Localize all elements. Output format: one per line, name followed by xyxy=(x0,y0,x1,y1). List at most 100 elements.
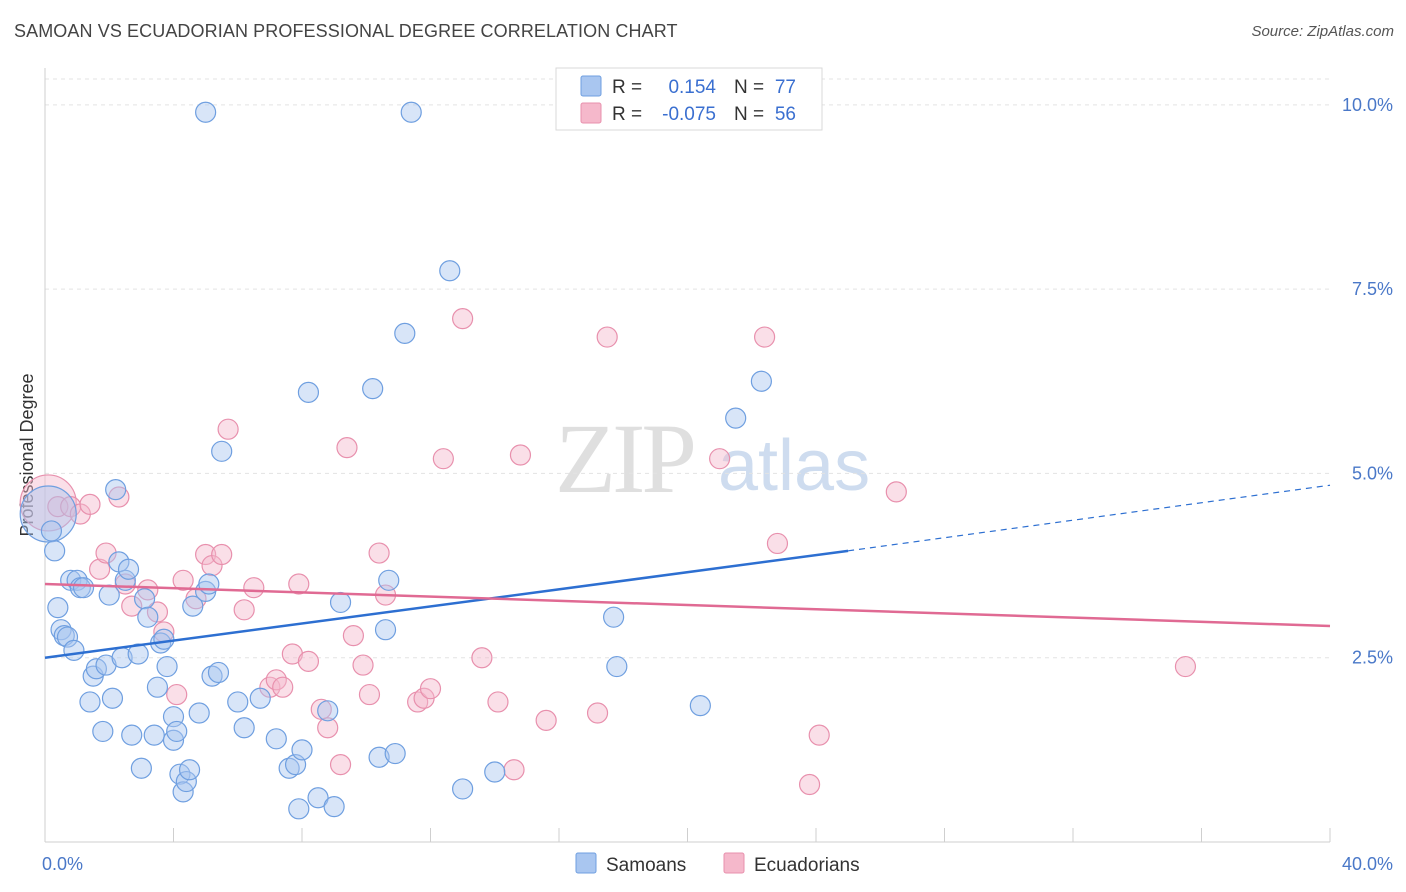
ecuadorians-point xyxy=(195,543,217,566)
samoans-point xyxy=(63,639,85,661)
ecuadorians-trend-line xyxy=(44,582,1331,628)
samoans-point xyxy=(133,588,156,610)
ecuadorians-point xyxy=(137,579,159,601)
samoans-point xyxy=(101,687,124,709)
samoans-point xyxy=(265,728,287,750)
samoans-point xyxy=(211,440,233,462)
ecuadorians-point xyxy=(432,448,454,470)
bottom-legend-swatch-samoans xyxy=(575,852,597,874)
svg-text:ZIP: ZIP xyxy=(555,403,693,514)
bottom-legend: Samoans Ecuadorians xyxy=(575,852,860,876)
samoans-point xyxy=(92,720,114,743)
ecuadorians-point xyxy=(503,759,525,781)
ecuadorians-point xyxy=(419,678,442,700)
samoans-point xyxy=(249,687,271,709)
samoans-point xyxy=(156,655,178,678)
samoans-point xyxy=(378,569,400,591)
ecuadorians-point xyxy=(471,647,493,669)
samoans-point xyxy=(153,628,175,650)
samoans-point xyxy=(79,691,101,713)
samoans-point xyxy=(121,724,143,746)
samoans-point xyxy=(400,101,422,123)
y-tick-label: 5.0% xyxy=(1352,463,1393,483)
ecuadorians-point xyxy=(217,418,239,440)
ecuadorians-point xyxy=(509,444,532,466)
bottom-legend-ecuadorians-label: Ecuadorians xyxy=(754,855,860,876)
ecuadorians-point xyxy=(766,532,789,555)
legend-samoans-r-value: 0.154 xyxy=(668,77,716,98)
ecuadorians-point xyxy=(288,573,310,595)
samoans-point xyxy=(44,540,66,562)
ecuadorians-point xyxy=(336,437,358,459)
samoans-point xyxy=(278,757,300,779)
samoans-point xyxy=(162,729,185,751)
y-axis-tick-labels: 2.5% 5.0% 7.5% 10.0% xyxy=(1342,95,1393,668)
ecuadorians-point xyxy=(317,717,339,739)
ecuadorians-point xyxy=(352,654,374,676)
legend-ecuadorians-r-value: -0.075 xyxy=(662,104,716,125)
samoans-point xyxy=(195,101,217,123)
bottom-legend-samoans-label: Samoans xyxy=(606,855,686,876)
legend-samoans-n-label: N = xyxy=(734,77,764,98)
legend-swatch-ecuadorians xyxy=(580,102,602,124)
ecuadorians-point xyxy=(586,702,609,724)
samoans-point xyxy=(127,643,149,665)
ecuadorians-point xyxy=(211,543,233,566)
ecuadorians-point xyxy=(753,326,776,348)
ecuadorians-point xyxy=(808,724,830,746)
samoans-point xyxy=(362,378,384,400)
ecuadorians-point xyxy=(297,650,320,673)
samoans-point xyxy=(484,761,506,783)
ecuadorians-point xyxy=(358,683,381,706)
samoans-point xyxy=(233,717,255,739)
samoans-point xyxy=(439,260,461,282)
ecuadorians-point xyxy=(89,558,111,580)
samoans-point xyxy=(188,702,210,724)
bottom-legend-swatch-ecuadorians xyxy=(723,852,745,874)
samoans-point xyxy=(19,485,77,543)
ecuadorians-point xyxy=(79,493,101,515)
legend-ecuadorians-n-value: 56 xyxy=(775,104,796,125)
ecuadorians-point xyxy=(885,481,907,503)
samoans-point xyxy=(374,619,397,641)
trend-lines xyxy=(44,484,1331,659)
samoans-point xyxy=(47,596,69,619)
ecuadorians-point xyxy=(407,691,429,713)
chart-source: Source: ZipAtlas.com xyxy=(1251,23,1394,40)
ecuadorians-point xyxy=(243,577,265,599)
y-tick-label: 10.0% xyxy=(1342,95,1393,115)
samoans-point xyxy=(689,695,711,717)
ecuadorians-point xyxy=(709,448,731,470)
ecuadorians-point xyxy=(166,683,188,706)
samoans-point xyxy=(130,757,152,779)
samoans-point xyxy=(98,584,120,606)
ecuadorians-point xyxy=(121,595,143,617)
samoans-point xyxy=(307,787,329,809)
samoans-point xyxy=(394,322,416,344)
samoans-point xyxy=(166,720,188,743)
x-tick-label-max: 40.0% xyxy=(1342,854,1393,874)
samoans-point xyxy=(297,381,320,403)
samoans-point xyxy=(72,577,95,599)
ecuadorians-point xyxy=(596,326,618,348)
samoans-point xyxy=(207,661,230,684)
ecuadorians-point xyxy=(146,601,169,623)
samoans-point xyxy=(288,798,310,820)
legend-samoans-n-value: 77 xyxy=(775,77,796,98)
y-tick-label: 7.5% xyxy=(1352,279,1393,299)
samoans-point xyxy=(175,770,197,793)
samoans-point xyxy=(198,573,220,595)
ecuadorians-point xyxy=(272,676,294,698)
samoans-trend-line xyxy=(44,549,849,659)
ecuadorians-point xyxy=(172,569,194,591)
samoans-point xyxy=(317,700,339,722)
samoans-point xyxy=(105,479,127,501)
series-ecuadorians-points xyxy=(19,308,1197,796)
chart-title: SAMOAN VS ECUADORIAN PROFESSIONAL DEGREE… xyxy=(14,21,678,41)
gridlines xyxy=(45,78,1330,659)
ecuadorians-point xyxy=(535,709,557,731)
samoans-point xyxy=(143,724,165,746)
watermark: ZIP atlas xyxy=(555,403,870,514)
ecuadorians-point xyxy=(233,599,255,621)
